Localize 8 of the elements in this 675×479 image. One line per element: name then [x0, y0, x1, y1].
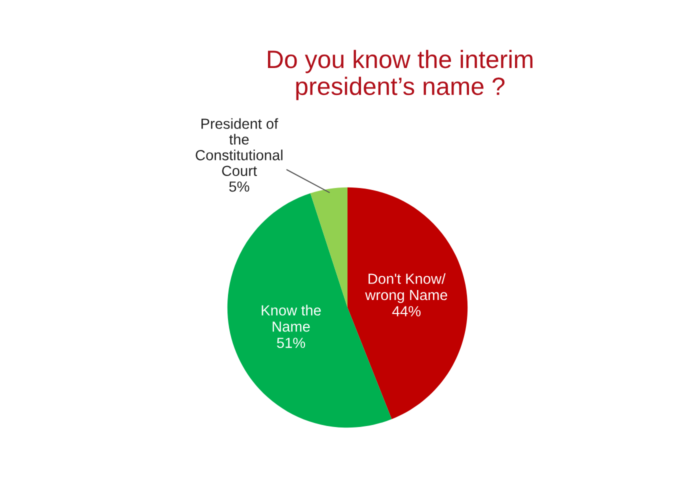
slice-label: Know the Name [262, 304, 321, 332]
chart-title: Do you know the interim president’s name ? [268, 50, 532, 100]
pie-slice [348, 187, 468, 420]
data-label: 5% [229, 181, 250, 192]
data-label: 44% [392, 306, 421, 316]
data-label: 51% [276, 338, 306, 348]
slice-label: Don't Know/ wrong Name [365, 273, 448, 304]
slice-label: President of the Constitutional Court [196, 118, 282, 176]
